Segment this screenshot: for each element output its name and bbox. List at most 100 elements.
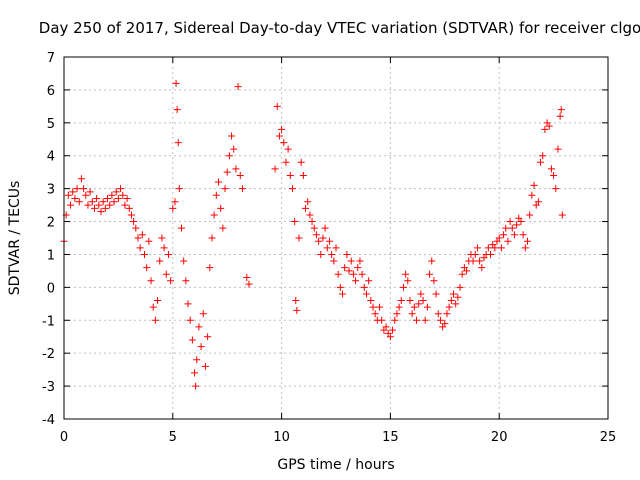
data-point bbox=[93, 195, 101, 203]
data-point bbox=[172, 79, 180, 87]
data-point bbox=[358, 270, 366, 278]
data-point bbox=[476, 257, 484, 265]
data-point bbox=[495, 234, 503, 242]
data-point bbox=[206, 264, 214, 272]
data-point bbox=[325, 237, 333, 245]
x-tick-label: 5 bbox=[169, 430, 177, 445]
data-point bbox=[471, 250, 479, 258]
data-point bbox=[356, 257, 364, 265]
data-point bbox=[434, 310, 442, 318]
data-point bbox=[201, 362, 209, 370]
data-point bbox=[114, 195, 122, 203]
data-point bbox=[345, 267, 353, 275]
data-point bbox=[232, 165, 240, 173]
data-point bbox=[404, 277, 412, 285]
data-point bbox=[497, 244, 505, 252]
data-point bbox=[136, 244, 144, 252]
data-point bbox=[463, 267, 471, 275]
data-point bbox=[188, 336, 196, 344]
data-point bbox=[365, 277, 373, 285]
data-point bbox=[443, 310, 451, 318]
data-point bbox=[208, 234, 216, 242]
y-tick-label: 4 bbox=[47, 150, 55, 165]
data-point bbox=[101, 204, 109, 212]
data-point bbox=[151, 316, 159, 324]
data-point bbox=[119, 191, 127, 199]
data-point bbox=[352, 277, 360, 285]
data-point bbox=[121, 201, 129, 209]
data-point bbox=[299, 171, 307, 179]
data-point bbox=[402, 270, 410, 278]
data-point bbox=[315, 237, 323, 245]
data-point bbox=[428, 257, 436, 265]
data-point bbox=[541, 125, 549, 133]
data-point bbox=[149, 303, 157, 311]
grid-lines bbox=[64, 57, 608, 419]
data-point bbox=[230, 145, 238, 153]
data-point bbox=[473, 244, 481, 252]
data-point bbox=[491, 244, 499, 252]
data-point bbox=[280, 139, 288, 147]
plot-frame bbox=[63, 56, 609, 420]
data-point bbox=[204, 333, 212, 341]
data-point bbox=[547, 165, 555, 173]
data-point bbox=[210, 211, 218, 219]
data-point bbox=[125, 204, 133, 212]
data-point bbox=[389, 326, 397, 334]
data-point bbox=[397, 297, 405, 305]
y-tick-label: 5 bbox=[47, 117, 55, 132]
x-tick-label: 15 bbox=[382, 430, 399, 445]
data-point bbox=[178, 224, 186, 232]
data-point bbox=[99, 198, 107, 206]
data-point bbox=[556, 112, 564, 120]
y-tick-label: 2 bbox=[47, 216, 55, 231]
x-tick-label: 10 bbox=[273, 430, 290, 445]
data-point bbox=[173, 106, 181, 114]
data-point bbox=[456, 283, 464, 291]
data-point bbox=[445, 303, 453, 311]
data-point bbox=[458, 270, 466, 278]
data-point bbox=[104, 195, 112, 203]
data-point bbox=[141, 250, 149, 258]
data-point bbox=[286, 171, 294, 179]
data-point bbox=[452, 300, 460, 308]
y-tick-label: -3 bbox=[42, 380, 55, 395]
data-point bbox=[117, 185, 125, 193]
data-point bbox=[552, 185, 560, 193]
data-point bbox=[508, 224, 516, 232]
data-point bbox=[500, 231, 508, 239]
data-point bbox=[391, 316, 399, 324]
data-point bbox=[108, 191, 116, 199]
data-point bbox=[193, 356, 201, 364]
x-axis-label: GPS time / hours bbox=[277, 457, 394, 473]
data-point bbox=[297, 158, 305, 166]
data-point bbox=[423, 303, 431, 311]
data-point bbox=[413, 316, 421, 324]
data-point bbox=[302, 204, 310, 212]
data-point bbox=[88, 198, 96, 206]
data-point bbox=[510, 231, 518, 239]
data-point bbox=[406, 297, 414, 305]
data-point bbox=[97, 208, 105, 216]
data-point bbox=[502, 224, 510, 232]
data-point bbox=[539, 152, 547, 160]
y-tick-label: -1 bbox=[42, 314, 55, 329]
x-tick-label: 20 bbox=[491, 430, 508, 445]
data-point bbox=[432, 290, 440, 298]
data-point bbox=[273, 102, 281, 110]
data-point bbox=[339, 290, 347, 298]
data-point bbox=[530, 181, 538, 189]
data-point bbox=[180, 257, 188, 265]
data-point bbox=[271, 165, 279, 173]
y-tick-label: 3 bbox=[47, 183, 55, 198]
data-point bbox=[417, 290, 425, 298]
data-point bbox=[219, 224, 227, 232]
data-point bbox=[112, 188, 120, 196]
data-point bbox=[336, 283, 344, 291]
data-point bbox=[545, 122, 553, 130]
data-point bbox=[214, 178, 222, 186]
y-tick-label: -4 bbox=[42, 413, 55, 428]
data-point bbox=[223, 168, 231, 176]
data-point bbox=[77, 175, 85, 183]
data-point bbox=[147, 277, 155, 285]
